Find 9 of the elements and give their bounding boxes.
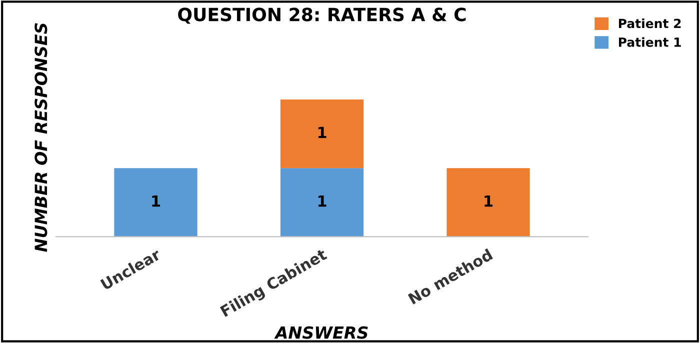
y-axis-title: NUMBER OF RESPONSES [34, 23, 48, 252]
chart-title: QUESTION 28: RATERS A & C [178, 8, 466, 24]
x-axis-title: ANSWERS [274, 326, 368, 339]
data-label: 1 [318, 195, 326, 207]
data-label: 1 [152, 195, 160, 207]
data-label: 1 [484, 195, 493, 207]
legend-label: Patient 1 [618, 37, 681, 47]
data-label: 1 [318, 126, 326, 138]
legend-label: Patient 2 [618, 18, 681, 28]
